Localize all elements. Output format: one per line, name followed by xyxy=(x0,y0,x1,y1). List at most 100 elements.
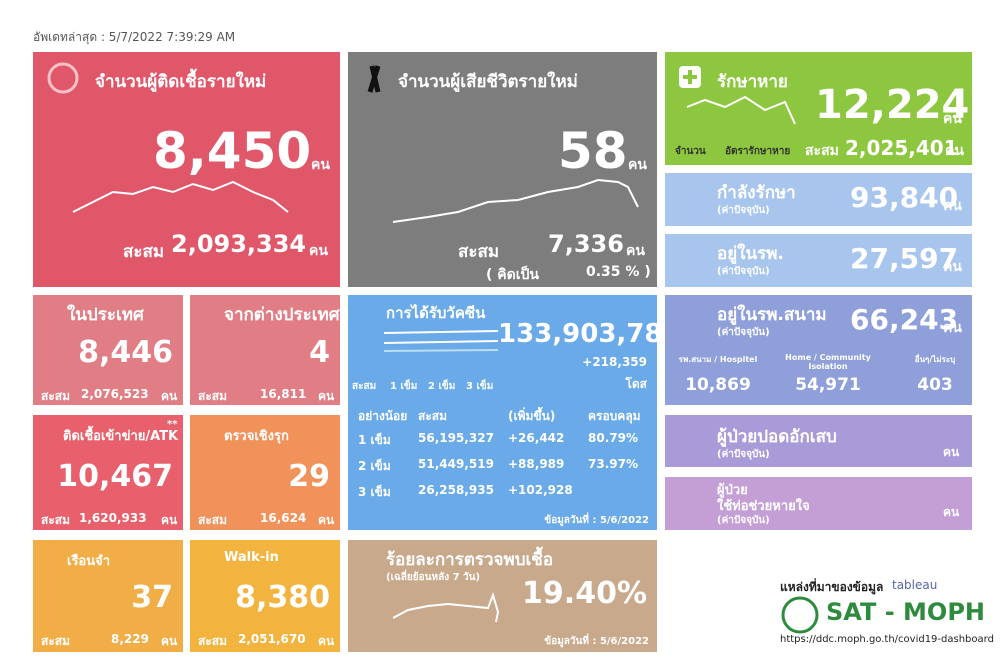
table-cell: 2 เข็ม xyxy=(358,459,391,473)
tile: อยู่ในรพ.สนาม (ค่าปัจจุบัน) 66,243 คน รพ… xyxy=(665,295,972,405)
table-header: สะสม xyxy=(418,409,448,423)
increase: +218,359 xyxy=(582,355,647,369)
tile: เรือนจำ 37 สะสม 8,229 คน xyxy=(33,540,183,652)
tile: จำนวนผู้เสียชีวิตรายใหม่ 58 คน สะสม 7,33… xyxy=(348,52,657,287)
tile: ผู้ป่วยปอดอักเสบ (ค่าปัจจุบัน) คน xyxy=(665,415,972,467)
legend-item: 2 เข็ม xyxy=(428,381,456,392)
table-header: (เพิ่มขึ้น) xyxy=(508,409,556,423)
note: (เฉลี่ยย้อนหลัง 7 วัน) xyxy=(386,572,481,583)
title: ร้อยละการตรวจพบเชื้อ xyxy=(386,550,554,570)
source-tool: tableau xyxy=(892,578,938,592)
total: 133,903,781 xyxy=(498,319,657,349)
source-org: SAT - MOPH xyxy=(826,598,985,626)
sparkline xyxy=(47,62,289,213)
table-cell: 56,195,327 xyxy=(418,431,494,445)
column-label: อื่นๆ/ไม่ระบุ xyxy=(914,355,956,364)
value: 19.40% xyxy=(522,576,647,611)
column-value: 10,869 xyxy=(685,375,751,395)
tile: จำนวนผู้ติดเชื้อรายใหม่ 8,450 คน สะสม 2,… xyxy=(33,52,340,287)
mark: ** xyxy=(167,419,178,430)
tile: ในประเทศ 8,446 สะสม 2,076,523 คน xyxy=(33,295,183,405)
title: อยู่ในรพ.สนาม xyxy=(717,305,827,325)
value: 8,450 xyxy=(153,122,312,180)
tile: อยู่ในรพ. (ค่าปัจจุบัน) 27,597 คน xyxy=(665,234,972,287)
sparkline xyxy=(367,65,639,223)
table-cell: +88,989 xyxy=(508,457,565,471)
title: กำลังรักษา xyxy=(717,183,796,203)
total: 2,025,401 xyxy=(845,136,958,160)
unit: คน xyxy=(943,505,960,519)
table-cell: 3 เข็ม xyxy=(358,485,391,499)
total: 2,051,670 xyxy=(238,632,306,646)
title: จากต่างประเทศ xyxy=(224,305,340,325)
total: 2,076,523 xyxy=(81,387,149,401)
updated: อัพเดทล่าสุด : 5/7/2022 7:39:29 AM xyxy=(33,30,236,44)
value: 58 xyxy=(558,122,628,180)
title: ในประเทศ xyxy=(67,305,144,325)
tile: รักษาหาย 12,224 คน จำนวน อัตรารักษาหาย ส… xyxy=(665,52,972,165)
source-label: แหล่งที่มาของข้อมูล xyxy=(780,580,884,594)
value: 93,840 xyxy=(850,181,959,214)
total-label: สะสม xyxy=(41,513,71,527)
sparkline xyxy=(679,66,796,125)
unit: คน xyxy=(945,143,964,159)
tile: จากต่างประเทศ 4 สะสม 16,811 คน xyxy=(190,295,340,405)
note: (ค่าปัจจุบัน) xyxy=(717,515,770,526)
total: 8,229 xyxy=(111,632,149,646)
total-label: สะสม xyxy=(458,242,500,262)
tile: ติดเชื้อเข้าข่าย/ATK ** 10,467 สะสม 1,62… xyxy=(33,415,183,530)
legend-item: อัตรารักษาหาย xyxy=(725,146,791,157)
value: 12,224 xyxy=(815,82,970,128)
title: Walk-in xyxy=(224,550,279,565)
total: 16,811 xyxy=(260,387,307,401)
title: การได้รับวัคซีน xyxy=(386,304,486,322)
rate: 0.35 % ) xyxy=(586,264,651,280)
source-url: https://ddc.moph.go.th/covid19-dashboard xyxy=(780,634,994,645)
title: ผู้ป่วย xyxy=(717,483,748,498)
legend-item: 3 เข็ม xyxy=(466,381,494,392)
total: 2,093,334 xyxy=(171,230,307,258)
column-value: 403 xyxy=(917,375,953,395)
table-cell: 1 เข็ม xyxy=(358,433,391,447)
note: (ค่าปัจจุบัน) xyxy=(717,449,770,460)
value: 66,243 xyxy=(850,303,959,336)
unit: คน xyxy=(318,513,335,527)
column-label: Home / Community Isolation xyxy=(785,353,871,371)
tile: การได้รับวัคซีน 133,903,781 +218,359 โดส… xyxy=(348,295,657,530)
unit: คน xyxy=(943,320,962,336)
title: ผู้ป่วยปอดอักเสบ xyxy=(717,427,837,447)
title: ตรวจเชิงรุก xyxy=(224,429,289,444)
total-label: สะสม xyxy=(805,143,839,159)
logo xyxy=(781,596,819,634)
total-label: สะสม xyxy=(198,389,228,403)
legend-item: 1 เข็ม xyxy=(390,381,418,392)
unit: คน xyxy=(626,243,645,259)
sparkline xyxy=(392,591,500,623)
title: จำนวนผู้ติดเชื้อรายใหม่ xyxy=(95,72,267,92)
rate-label: ( คิดเป็น xyxy=(486,267,539,283)
total-label: สะสม xyxy=(198,634,228,648)
tile: ผู้ป่วย ใช้ท่อช่วยหายใจ (ค่าปัจจุบัน) คน xyxy=(665,477,972,530)
tile: Walk-in 8,380 สะสม 2,051,670 คน xyxy=(190,540,340,652)
total-label: สะสม xyxy=(41,389,71,403)
title: ติดเชื้อเข้าข่าย/ATK xyxy=(63,429,179,444)
table-cell: +26,442 xyxy=(508,431,565,445)
date: ข้อมูลวันที่ : 5/6/2022 xyxy=(544,515,649,526)
unit: คน xyxy=(943,445,960,459)
note: (ค่าปัจจุบัน) xyxy=(717,327,770,338)
table-cell: +102,928 xyxy=(508,483,573,497)
table-cell: 80.79% xyxy=(588,431,638,445)
total: 16,624 xyxy=(260,511,307,525)
total-label: สะสม xyxy=(123,242,165,262)
note: (ค่าปัจจุบัน) xyxy=(717,205,770,216)
decor xyxy=(383,330,499,352)
unit: คน xyxy=(309,243,328,259)
table-cell: 51,449,519 xyxy=(418,457,494,471)
unit: คน xyxy=(943,198,962,214)
table-cell: 26,258,935 xyxy=(418,483,494,497)
note: (ค่าปัจจุบัน) xyxy=(717,266,770,277)
value: 8,446 xyxy=(78,335,173,370)
total: 7,336 xyxy=(548,230,624,258)
value: 29 xyxy=(288,459,330,494)
